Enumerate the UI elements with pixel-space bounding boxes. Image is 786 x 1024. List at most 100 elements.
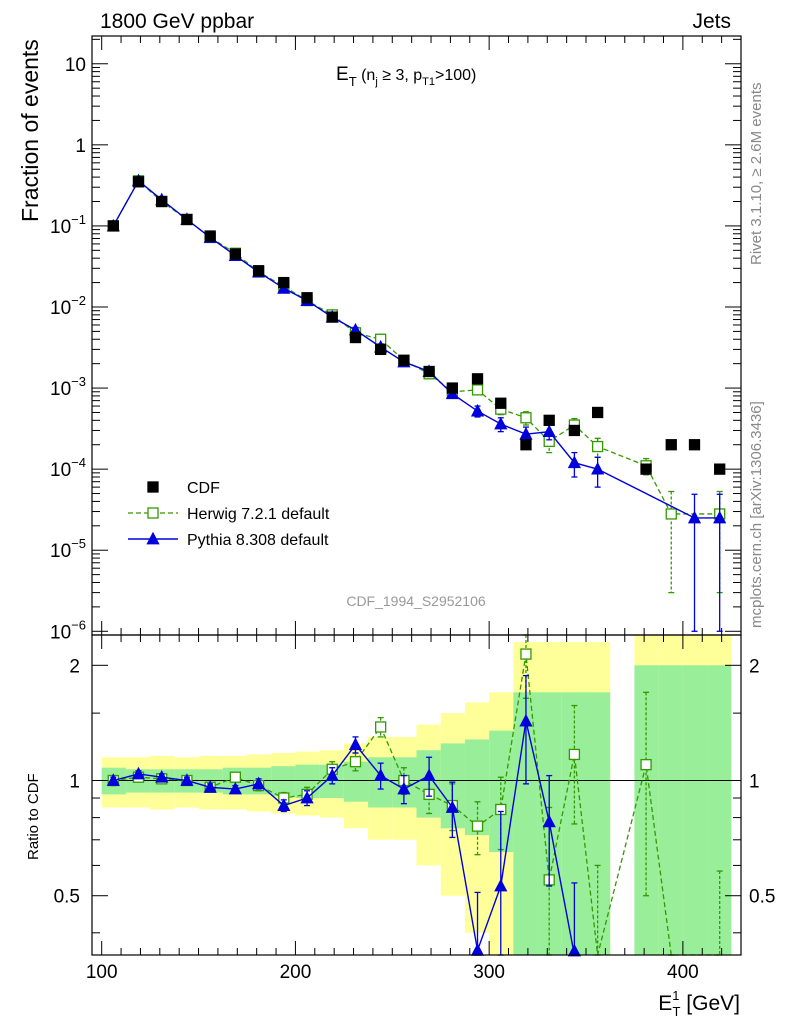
band-inner <box>682 665 708 955</box>
pythia-ratio-point <box>542 814 556 828</box>
ratio-ytick-label-right: 1 <box>749 772 760 793</box>
data-marks <box>106 173 727 957</box>
cdf-point <box>398 354 410 366</box>
herwig-line <box>112 179 720 515</box>
pythia-ratio-point <box>567 943 581 957</box>
panel-frames <box>91 35 742 956</box>
cdf-point <box>688 439 701 451</box>
herwig-point <box>471 384 484 396</box>
herwig-point <box>665 508 677 520</box>
cdf-point <box>204 230 216 242</box>
main-ytick-label: 1 <box>75 136 86 157</box>
main-ytick-label: 10−1 <box>50 212 86 238</box>
x-axis-title: E1 T [GeV] <box>658 988 740 1019</box>
ratio-panel-frame <box>91 634 742 956</box>
main-ytick-label: 10−2 <box>50 293 86 319</box>
ratio-ytick-label: 1 <box>69 772 80 793</box>
legend-cdf-marker <box>147 481 159 493</box>
cdf-point <box>229 248 242 260</box>
pythia-point <box>713 510 727 524</box>
cdf-point <box>252 265 265 277</box>
herwig-ratio-line <box>113 653 720 956</box>
band-inner <box>658 665 683 955</box>
ratio-ytick-label: 0.5 <box>54 887 80 908</box>
cdf-point <box>181 213 193 226</box>
pythia-ratio-point <box>203 780 217 793</box>
pythia-ratio-point <box>445 800 459 813</box>
band-inner <box>271 766 296 797</box>
pythia-point <box>494 416 508 430</box>
herwig-ratio-point <box>640 759 652 771</box>
ratio-ytick-label-right: 2 <box>749 656 760 677</box>
main-y-axis-title: Fraction of events <box>17 39 43 222</box>
xtick-label: 400 <box>667 962 699 983</box>
main-ytick-label: 10−5 <box>50 536 86 562</box>
pythia-ratio-point <box>131 766 146 780</box>
pythia-line <box>112 179 720 519</box>
rivet-label: Rivet 3.1.10, ≥ 2.6M events <box>748 83 765 266</box>
main-ytick-label: 10−3 <box>50 374 86 400</box>
ratio-uncertainty-bands <box>101 635 732 955</box>
cdf-point <box>301 292 313 304</box>
pythia-ratio-point <box>494 878 508 892</box>
cdf-point <box>665 439 677 451</box>
herwig-ratio-point <box>520 648 532 660</box>
cdf-point <box>156 195 168 208</box>
xtick-label: 200 <box>280 962 312 983</box>
pythia-ratio-point <box>300 790 314 804</box>
main-ytick-label: 10−6 <box>50 617 86 643</box>
pythia-point <box>470 403 485 417</box>
pythia-ratio-point <box>397 781 411 795</box>
plot-title: ET (nj ≥ 3, pT1>100) <box>336 64 476 89</box>
header-left: 1800 GeV ppbar <box>100 10 254 33</box>
mcplots-label: mcplots.cern.ch [arXiv:1306.3436] <box>748 401 765 628</box>
cdf-point <box>423 365 435 378</box>
pythia-ratio-point <box>374 768 388 781</box>
herwig-ratio-point <box>375 721 387 733</box>
ratio-ytick-label-right: 0.5 <box>749 887 775 908</box>
pythia-ratio-point <box>519 713 533 727</box>
legend-herwig-marker <box>147 507 159 519</box>
pythia-ratio-point <box>470 943 485 956</box>
legend-label-cdf: CDF <box>187 480 220 497</box>
cdf-point <box>471 373 484 385</box>
ratio-y-axis-title: Ratio to CDF <box>25 773 42 860</box>
xtick-label: 300 <box>473 962 505 983</box>
cdf-point <box>349 331 362 344</box>
pythia-point <box>567 455 581 469</box>
legend-pythia-marker <box>146 531 160 545</box>
ratio-ytick-label: 2 <box>69 656 80 677</box>
cdf-point <box>446 382 458 394</box>
cdf-point <box>326 311 338 323</box>
analysis-watermark: CDF_1994_S2952106 <box>346 593 486 609</box>
cdf-point <box>495 397 507 409</box>
pythia-ratio-point <box>106 773 120 786</box>
cdf-point <box>520 439 532 451</box>
pythia-ratio-point <box>180 773 194 786</box>
cdf-point <box>375 343 387 356</box>
xtick-label: 100 <box>86 962 118 983</box>
cdf-point <box>543 414 555 426</box>
cdf-point <box>132 176 145 188</box>
herwig-ratio-point <box>349 756 362 768</box>
pythia-point <box>519 426 533 440</box>
herwig-ratio-point <box>229 771 242 783</box>
pythia-ratio-point <box>325 768 339 781</box>
cdf-point <box>568 424 581 437</box>
pythia-ratio-point <box>422 768 436 781</box>
pythia-ratio-point <box>348 737 363 751</box>
cdf-point <box>714 463 726 475</box>
herwig-point <box>591 440 604 453</box>
legend-label-pythia: Pythia 8.308 default <box>187 532 329 549</box>
main-ytick-label: 10−4 <box>50 455 86 481</box>
herwig-ratio-point <box>568 748 581 761</box>
herwig-ratio-point <box>471 820 484 832</box>
cdf-point <box>640 463 652 475</box>
cdf-point <box>278 276 290 289</box>
axis-ticks: 10 1 10−1 10−2 10−3 10−4 10−5 10−6 2 2 1 1 0.5 0.5 100… <box>50 36 775 983</box>
pythia-ratio-point <box>228 781 242 795</box>
pythia-point <box>542 424 556 438</box>
cdf-point <box>591 406 604 419</box>
main-ytick-label: 10 <box>65 55 86 76</box>
pythia-point <box>687 510 702 524</box>
